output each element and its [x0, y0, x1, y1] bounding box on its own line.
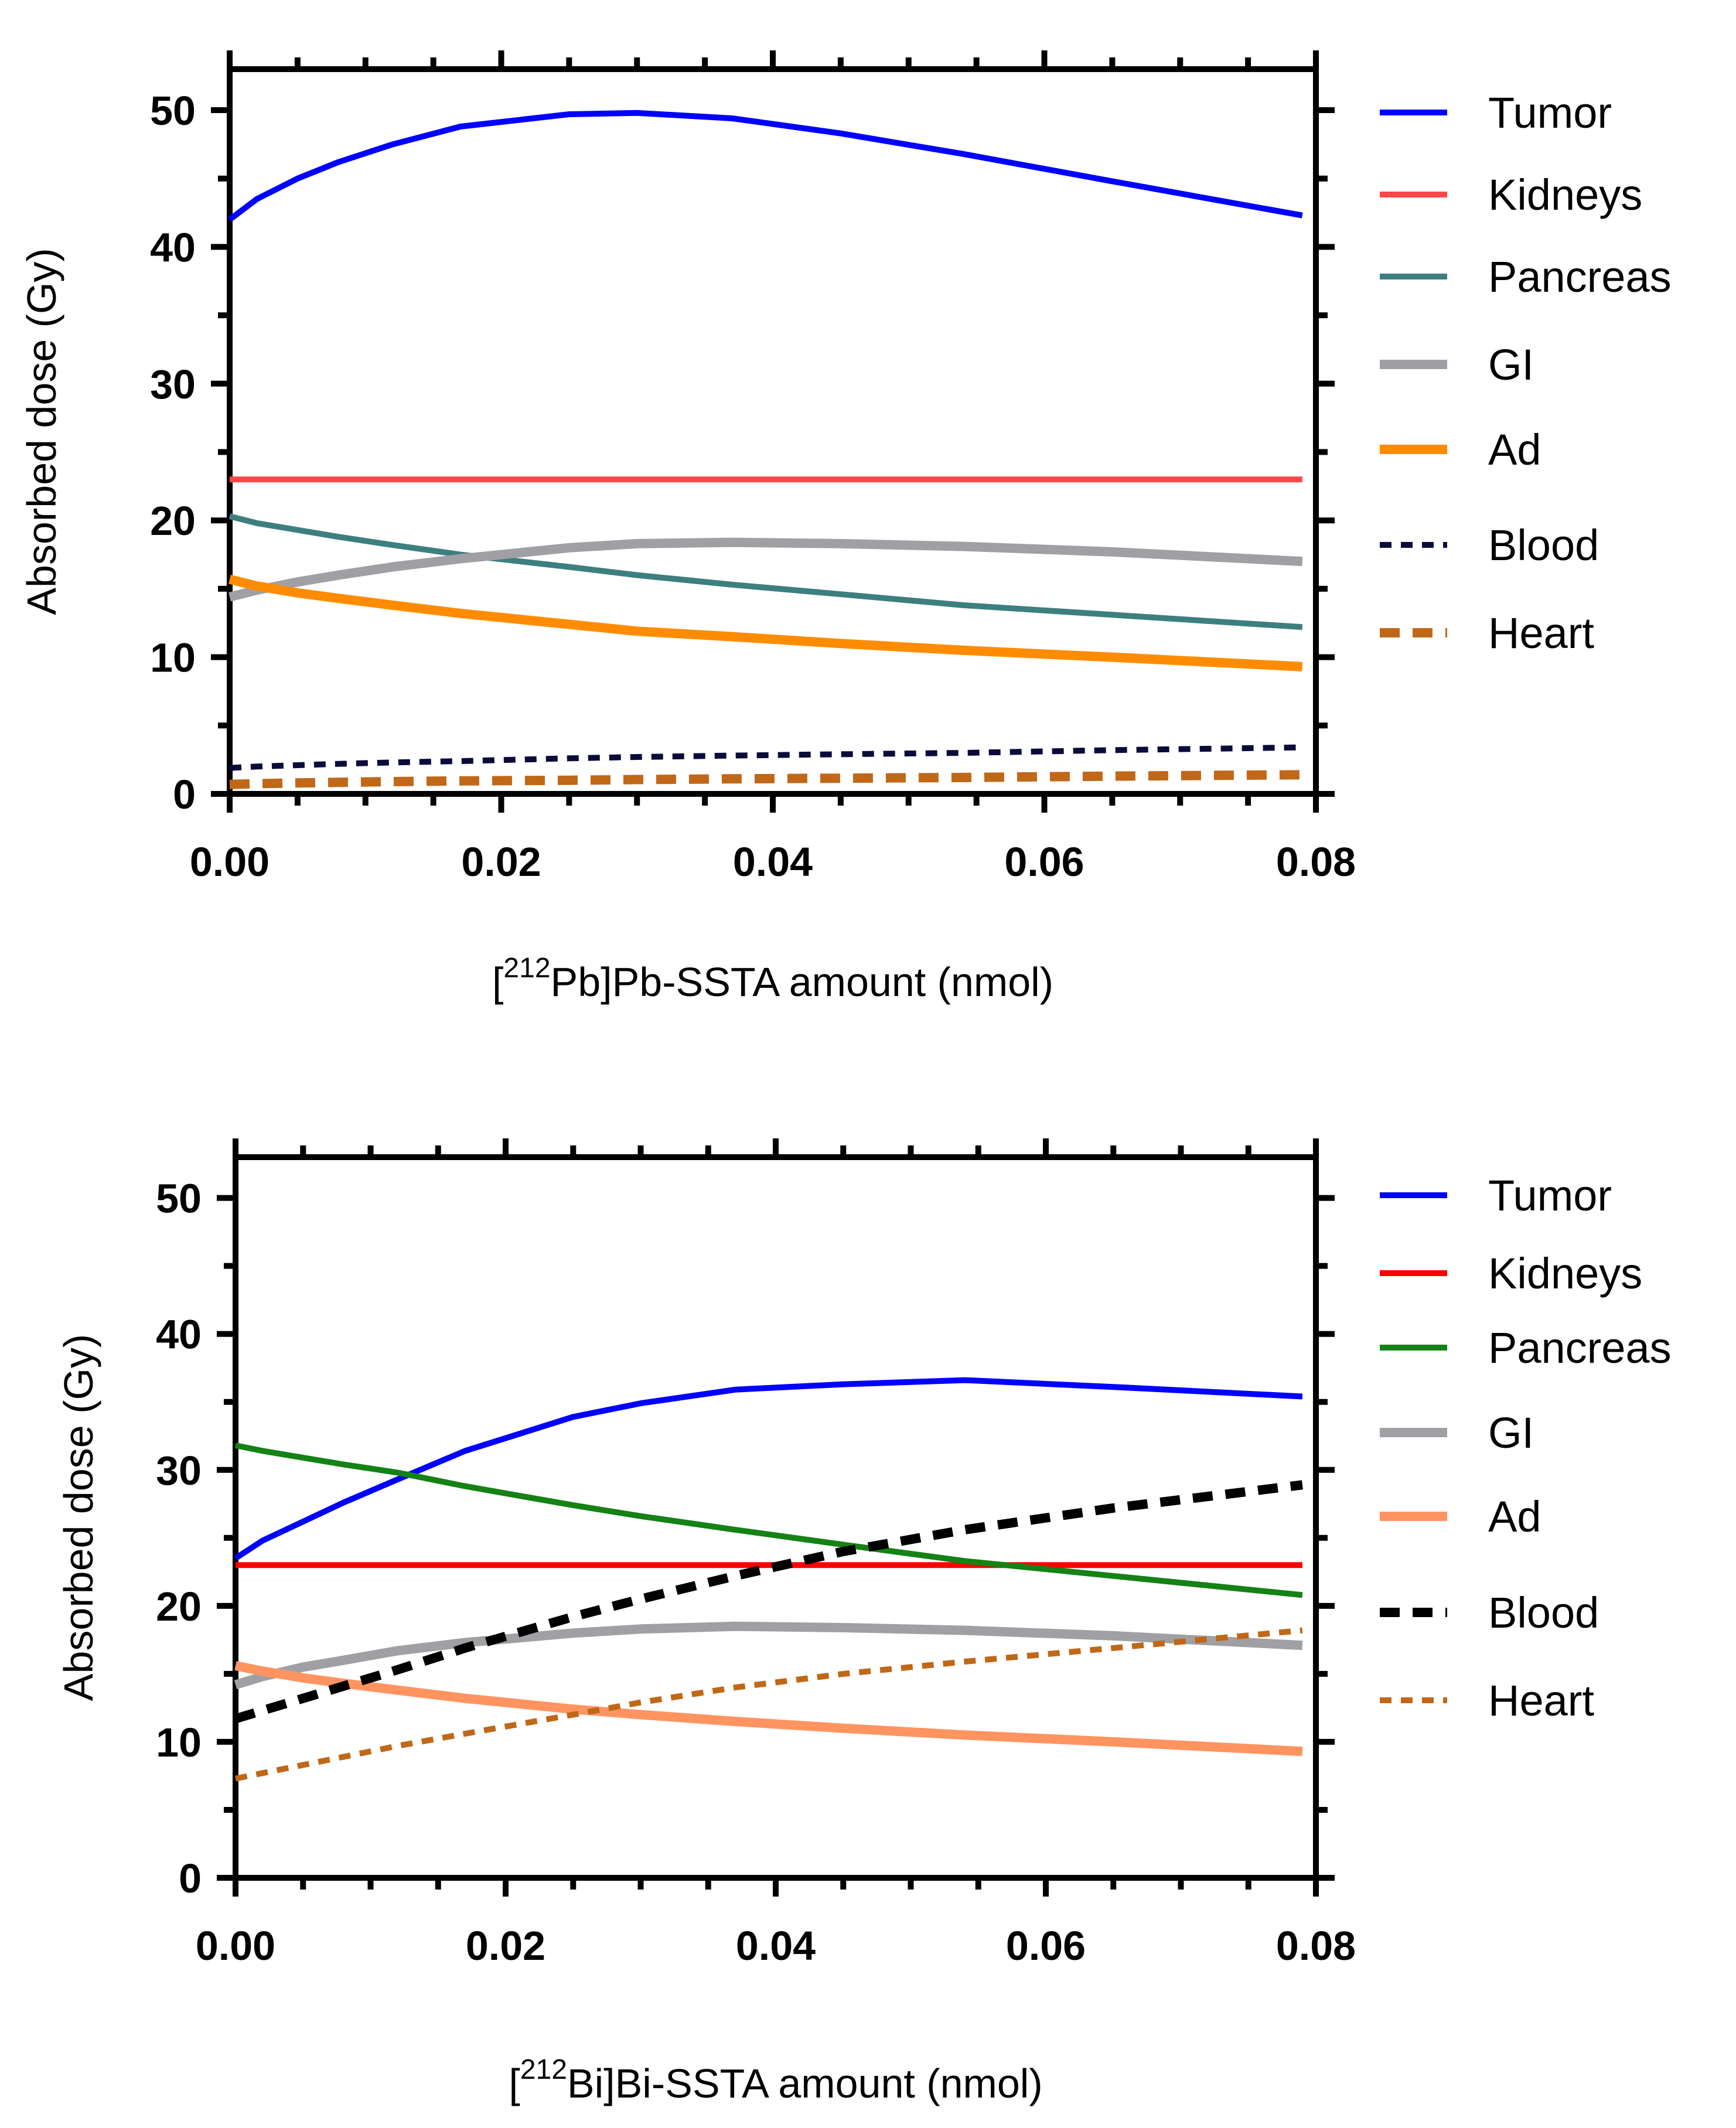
- legend-label-heart: Heart: [1488, 1676, 1594, 1725]
- x-tick-label: 0.04: [733, 839, 813, 885]
- series-line-tumor: [234, 1377, 1303, 1561]
- y-tick-label: 20: [156, 1584, 202, 1629]
- series-line-blood: [229, 744, 1302, 771]
- y-tick-label: 40: [150, 224, 196, 270]
- legend-label-pancreas: Pancreas: [1488, 1324, 1672, 1372]
- series-line-pancreas: [235, 1442, 1303, 1598]
- x-tick-label: 0.00: [196, 1923, 275, 1969]
- x-tick-label: 0.02: [466, 1923, 545, 1969]
- y-tick-label: 0: [173, 772, 196, 817]
- y-tick-label: 30: [150, 362, 196, 407]
- x-tick-label: 0.02: [461, 839, 541, 885]
- legend-label-blood: Blood: [1488, 521, 1599, 569]
- series-line-blood: [234, 1480, 1303, 1724]
- y-tick-label: 10: [156, 1720, 202, 1765]
- y-tick-label: 40: [156, 1312, 202, 1358]
- series-line-ad: [228, 574, 1303, 671]
- legend-label-pancreas: Pancreas: [1488, 253, 1672, 301]
- y-tick-label: 10: [150, 635, 196, 681]
- legend-label-kidneys: Kidneys: [1488, 170, 1642, 219]
- y-tick-label: 0: [179, 1856, 202, 1901]
- y-tick-label: 50: [156, 1176, 202, 1222]
- x-tick-label: 0.00: [190, 839, 270, 885]
- x-tick-label: 0.08: [1276, 1923, 1356, 1969]
- x-tick-label: 0.06: [1004, 839, 1084, 885]
- legend-label-gi: GI: [1488, 340, 1534, 389]
- legend-label-ad: Ad: [1488, 1492, 1541, 1541]
- legend-label-blood: Blood: [1488, 1588, 1599, 1637]
- x-tick-label: 0.08: [1276, 839, 1356, 885]
- series-line-gi: [234, 1621, 1303, 1690]
- y-axis-title: Absorbed dose (Gy): [56, 1334, 101, 1701]
- series-line-heart: [235, 1627, 1303, 1782]
- series-line-ad: [234, 1661, 1303, 1757]
- x-tick-label: 0.04: [736, 1923, 816, 1969]
- legend-label-ad: Ad: [1488, 425, 1541, 474]
- series-line-tumor: [227, 110, 1303, 222]
- legend-label-gi: GI: [1488, 1409, 1534, 1457]
- legend-label-kidneys: Kidneys: [1488, 1249, 1642, 1298]
- legend-label-heart: Heart: [1488, 609, 1594, 657]
- legend-label-tumor: Tumor: [1488, 1171, 1612, 1220]
- y-tick-label: 30: [156, 1448, 202, 1493]
- series-line-gi: [228, 537, 1303, 602]
- series-line-pancreas: [228, 513, 1303, 630]
- series-line-heart: [229, 770, 1302, 789]
- chart-panel-2: 0.00 0.02 0.04 0.06 0.08 0 10 20 30 40 50 Absorbed …: [56, 1138, 1672, 2106]
- y-tick-label: 20: [150, 498, 196, 544]
- y-axis-title: Absorbed dose (Gy): [19, 248, 64, 615]
- x-tick-label: 0.06: [1006, 1923, 1086, 1969]
- legend-label-tumor: Tumor: [1488, 88, 1612, 137]
- x-axis-title: [212Pb]Pb-SSTA amount (nmol): [492, 953, 1053, 1005]
- y-tick-label: 50: [150, 88, 196, 134]
- chart-panel-1: 0.00 0.02 0.04 0.06 0.08 0 10 20 30 40 50 Absorbed …: [19, 50, 1672, 1005]
- x-axis-title: [212Bi]Bi-SSTA amount (nmol): [509, 2054, 1042, 2106]
